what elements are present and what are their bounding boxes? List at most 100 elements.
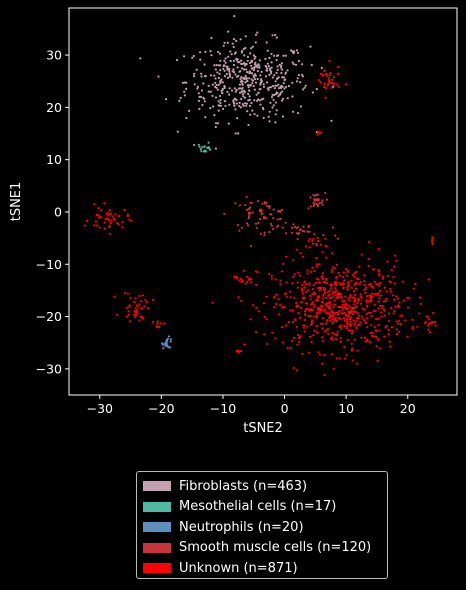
y-tick-label: −30 (36, 361, 62, 376)
point-smooth-muscle-cells (321, 203, 324, 206)
point-unknown (382, 275, 385, 278)
point-unknown (367, 300, 370, 303)
point-fibroblasts (254, 33, 258, 36)
point-unknown (323, 82, 326, 85)
point-unknown (113, 295, 116, 298)
point-fibroblasts (219, 98, 222, 102)
point-smooth-muscle-cells (276, 218, 279, 221)
point-unknown (377, 269, 380, 272)
point-unknown (302, 324, 305, 327)
point-unknown (418, 296, 422, 299)
point-unknown (406, 335, 409, 338)
point-smooth-muscle-cells (309, 205, 312, 208)
point-unknown (301, 255, 305, 258)
point-unknown (328, 307, 331, 311)
point-unknown (347, 280, 350, 283)
point-fibroblasts (224, 104, 227, 108)
point-unknown (163, 322, 166, 325)
point-unknown (393, 310, 396, 313)
point-fibroblasts (297, 59, 300, 63)
x-tick-label: 10 (338, 401, 354, 416)
point-fibroblasts (253, 88, 256, 91)
point-unknown (338, 274, 341, 277)
point-unknown (367, 311, 370, 314)
point-unknown (350, 342, 353, 345)
point-unknown (306, 325, 309, 328)
point-unknown (341, 308, 344, 311)
point-unknown (100, 209, 103, 212)
point-unknown (358, 283, 361, 286)
point-unknown (373, 280, 376, 284)
point-fibroblasts (225, 73, 228, 76)
point-fibroblasts (265, 81, 269, 84)
point-unknown (397, 304, 400, 307)
point-unknown (331, 292, 334, 295)
point-unknown (364, 286, 367, 289)
point-smooth-muscle-cells (331, 226, 335, 229)
point-unknown (387, 329, 390, 332)
point-unknown (395, 295, 398, 298)
point-mesothelial-cells (206, 146, 209, 149)
point-unknown (311, 242, 315, 245)
point-unknown (330, 270, 333, 274)
point-fibroblasts (262, 97, 265, 100)
point-fibroblasts (271, 76, 274, 79)
point-unknown (108, 232, 111, 235)
point-unknown (127, 310, 130, 313)
point-fibroblasts (260, 80, 263, 83)
point-unknown (321, 278, 325, 281)
point-fibroblasts (277, 95, 280, 98)
point-unknown (396, 297, 399, 300)
point-unknown (336, 293, 339, 296)
point-unknown (384, 300, 387, 303)
point-unknown (159, 322, 162, 325)
point-fibroblasts (256, 66, 259, 69)
point-fibroblasts (214, 122, 218, 125)
point-unknown (307, 315, 310, 318)
point-smooth-muscle-cells (234, 202, 237, 205)
point-fibroblasts (215, 83, 218, 87)
point-unknown (138, 294, 141, 298)
point-unknown (243, 343, 246, 346)
point-unknown (395, 320, 398, 323)
point-unknown (299, 252, 302, 255)
point-unknown (334, 318, 337, 321)
point-unknown (134, 297, 137, 300)
point-unknown (270, 277, 273, 280)
y-tick-label: 20 (46, 100, 62, 115)
point-fibroblasts (224, 57, 227, 60)
point-smooth-muscle-cells (259, 232, 262, 235)
point-fibroblasts (200, 75, 203, 78)
point-smooth-muscle-cells (268, 205, 271, 208)
point-unknown (380, 311, 383, 314)
point-unknown (348, 318, 351, 321)
point-fibroblasts (266, 87, 269, 90)
point-unknown (389, 345, 392, 348)
point-unknown (327, 77, 330, 80)
point-unknown (349, 294, 352, 297)
point-fibroblasts (282, 82, 285, 85)
point-fibroblasts (245, 104, 248, 107)
point-unknown (428, 322, 431, 325)
point-unknown (322, 280, 325, 284)
point-fibroblasts (216, 71, 219, 74)
point-unknown (125, 306, 128, 309)
point-fibroblasts (227, 30, 230, 33)
point-unknown (312, 284, 315, 287)
point-unknown (383, 286, 386, 289)
point-smooth-muscle-cells (247, 217, 250, 220)
point-fibroblasts (214, 81, 217, 84)
point-fibroblasts (268, 120, 271, 123)
point-unknown (324, 87, 327, 90)
point-fibroblasts (226, 68, 229, 71)
point-unknown (359, 321, 362, 324)
point-unknown (358, 265, 361, 268)
point-unknown (386, 260, 389, 263)
point-smooth-muscle-cells (245, 195, 248, 198)
point-unknown (338, 357, 341, 360)
point-unknown (402, 299, 405, 302)
point-unknown (317, 351, 320, 354)
point-unknown (237, 350, 240, 354)
point-unknown (325, 329, 328, 332)
point-unknown (358, 299, 361, 302)
